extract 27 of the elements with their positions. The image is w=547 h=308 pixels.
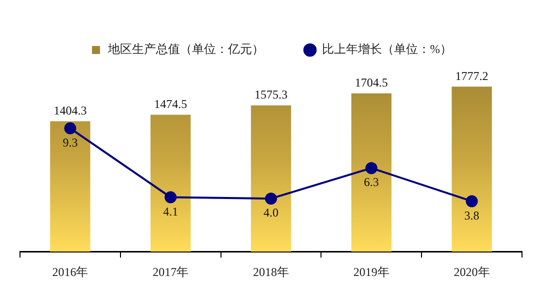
- bar: [150, 114, 191, 252]
- bar: [250, 105, 292, 252]
- data-label: 3.8: [464, 208, 480, 222]
- bar: [50, 121, 90, 252]
- bar: [452, 86, 492, 252]
- legend-label: 比上年增长（单位：%）: [322, 42, 452, 56]
- data-label: 9.3: [62, 135, 78, 150]
- point: [265, 192, 277, 205]
- legend-label: 地区生产总值（单位：亿元）: [107, 42, 264, 56]
- data-label: 1404.3: [54, 103, 87, 118]
- bar: [351, 93, 392, 252]
- point: [64, 122, 76, 134]
- x-tick-label: 2017年: [152, 264, 189, 279]
- data-label: 4.1: [163, 204, 178, 218]
- x-tick-label: 2020年: [454, 264, 490, 279]
- point: [164, 191, 177, 204]
- x-tick-label: 2019年: [353, 264, 390, 279]
- data-label: 1575.3: [254, 88, 288, 102]
- data-label: 6.3: [364, 175, 379, 190]
- x-tick-label: 2016年: [52, 264, 88, 279]
- point: [365, 162, 378, 174]
- data-label: 1474.5: [154, 96, 188, 111]
- data-label: 1704.5: [354, 76, 388, 90]
- data-label: 1777.2: [455, 68, 488, 83]
- data-label: 4.0: [264, 206, 278, 220]
- x-tick-label: 2018年: [253, 264, 289, 279]
- point: [466, 195, 478, 208]
